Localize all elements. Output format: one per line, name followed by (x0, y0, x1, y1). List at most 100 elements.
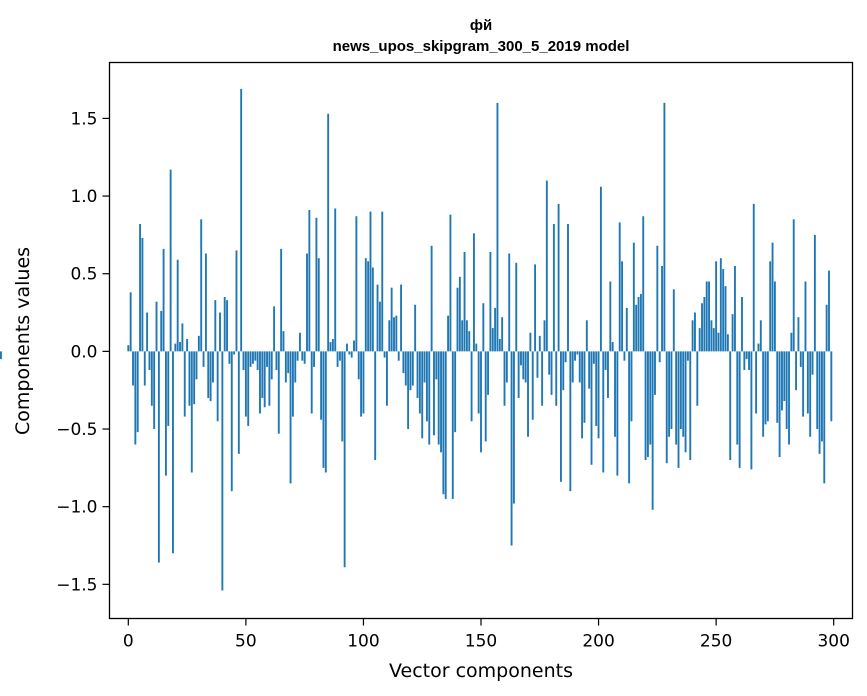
bar (348, 351, 351, 355)
bar (308, 210, 311, 352)
bar (557, 203, 560, 352)
bar (0, 351, 2, 360)
bar (548, 351, 551, 375)
bar (216, 351, 219, 422)
bar (447, 315, 450, 352)
bar (172, 351, 174, 554)
bar (181, 323, 184, 352)
bar (816, 351, 819, 430)
bar (618, 222, 621, 352)
bar (383, 351, 386, 358)
bar (367, 261, 370, 352)
bar (616, 351, 619, 476)
bar (494, 307, 497, 352)
bar (404, 351, 407, 386)
bar (752, 203, 755, 352)
bar (150, 351, 153, 406)
bar (675, 351, 678, 445)
bar (672, 289, 675, 352)
bar (625, 307, 628, 352)
bar (729, 351, 732, 461)
bar (400, 284, 402, 352)
bar (498, 338, 501, 352)
bar (555, 351, 558, 406)
x-axis-ticks: 0 50 100 150 200 250 300 (123, 618, 850, 652)
bar (437, 351, 440, 445)
bar (381, 211, 384, 352)
bar (209, 351, 212, 402)
bar (630, 351, 633, 422)
bar (649, 351, 652, 445)
bar (374, 351, 377, 461)
bar (418, 351, 421, 414)
bar (595, 351, 598, 426)
bar (654, 351, 656, 395)
bar (188, 351, 191, 406)
bar (750, 351, 753, 470)
bar (609, 281, 612, 352)
bar (230, 351, 233, 492)
bar (259, 351, 261, 414)
bar (242, 351, 245, 371)
bar (364, 258, 367, 352)
bar (451, 351, 454, 499)
bar (818, 351, 821, 454)
bar (748, 351, 750, 371)
bar (588, 351, 591, 389)
x-tick-label: 300 (817, 632, 849, 652)
bar (331, 338, 334, 352)
bar (583, 351, 586, 423)
chart-subtitle: news_upos_skipgram_300_5_2019 model (333, 38, 630, 55)
bar (430, 245, 433, 352)
bar (696, 351, 699, 406)
bar (134, 351, 137, 445)
bar (567, 224, 569, 352)
bar (277, 351, 280, 434)
bar (395, 315, 398, 352)
bar (512, 351, 515, 504)
bar (759, 320, 762, 352)
bar (764, 351, 767, 425)
bar (369, 211, 372, 352)
bar (336, 351, 339, 367)
bar (743, 351, 746, 371)
bar (564, 351, 567, 363)
bar (421, 351, 424, 439)
bar (251, 351, 254, 364)
bar (569, 351, 572, 492)
bar (682, 351, 685, 437)
bar (597, 351, 600, 439)
bar (585, 320, 588, 352)
bar (762, 351, 765, 437)
bar (541, 351, 544, 406)
bar (550, 351, 553, 395)
bar (689, 351, 692, 461)
bar (139, 224, 142, 352)
bar (726, 334, 729, 352)
bar (538, 335, 541, 352)
bar (769, 261, 772, 352)
bar (320, 351, 323, 420)
bar (425, 351, 428, 422)
bar (484, 351, 487, 442)
bar (639, 293, 642, 352)
bar (813, 234, 816, 352)
bar (463, 251, 466, 352)
bar (679, 351, 682, 430)
bar (581, 351, 584, 439)
bar (651, 351, 654, 510)
bar (226, 300, 228, 352)
bar (771, 242, 774, 352)
bar (402, 351, 405, 374)
bar (247, 351, 250, 426)
y-tick-label: −1.5 (56, 575, 97, 595)
bar (477, 351, 480, 414)
bar (717, 332, 720, 352)
bar (390, 287, 393, 352)
bar (195, 351, 198, 380)
bar (783, 351, 786, 402)
bar (442, 351, 445, 495)
x-tick-label: 150 (465, 632, 497, 652)
bar (491, 328, 494, 352)
bar (315, 217, 318, 352)
